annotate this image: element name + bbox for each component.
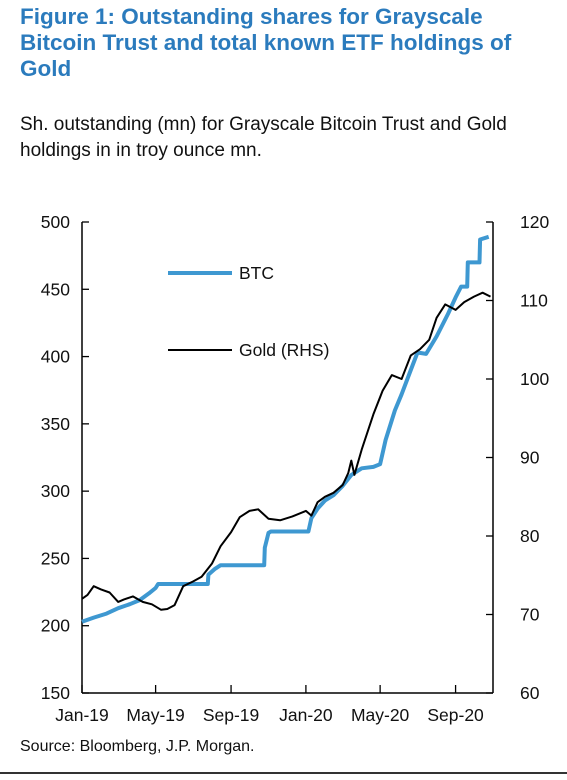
y-left-tick-label: 300 <box>41 481 70 501</box>
gold-series-line <box>81 291 491 611</box>
x-tick-label: Sep-20 <box>427 705 484 725</box>
y-left-tick-label: 250 <box>41 548 70 568</box>
bottom-divider <box>0 772 567 774</box>
y-left-tick-label: 150 <box>41 683 70 703</box>
x-tick-label: Sep-19 <box>203 705 259 725</box>
btc-series-line <box>81 234 490 624</box>
chart-legend: BTC Gold (RHS) <box>168 263 329 360</box>
y-right-tick-label: 110 <box>520 291 548 311</box>
x-tick-label: May-19 <box>126 705 184 725</box>
chart-title: Figure 1: Outstanding shares for Graysca… <box>20 4 512 81</box>
chart-series <box>81 234 491 624</box>
legend-gold-label: Gold (RHS) <box>239 340 329 360</box>
x-tick-label: May-20 <box>351 705 410 725</box>
y-right-tick-label: 60 <box>520 683 540 703</box>
legend-btc-label: BTC <box>239 263 274 283</box>
y-right-tick-label: 100 <box>520 369 549 389</box>
y-left-tick-label: 500 <box>41 212 70 232</box>
chart-axes: 150 200 250 300 350 400 450 500 60 70 80 90 100 110 12… <box>41 212 550 725</box>
x-tick-label: Jan-19 <box>55 705 109 725</box>
y-right-tick-label: 70 <box>520 605 540 625</box>
y-left-tick-label: 400 <box>41 347 70 367</box>
x-tick-label: Jan-20 <box>279 705 333 725</box>
y-left-tick-label: 350 <box>41 414 70 434</box>
chart-subtitle: Sh. outstanding (mn) for Grayscale Bitco… <box>20 114 507 161</box>
y-left-tick-label: 200 <box>41 616 70 636</box>
y-right-tick-label: 120 <box>520 212 549 232</box>
y-right-tick-label: 80 <box>520 526 540 546</box>
y-left-tick-label: 450 <box>41 279 70 299</box>
y-right-tick-label: 90 <box>520 448 540 468</box>
chart-area: 150 200 250 300 350 400 450 500 60 70 80 90 100 110 12… <box>41 212 550 725</box>
chart-source: Source: Bloomberg, J.P. Morgan. <box>20 738 255 755</box>
